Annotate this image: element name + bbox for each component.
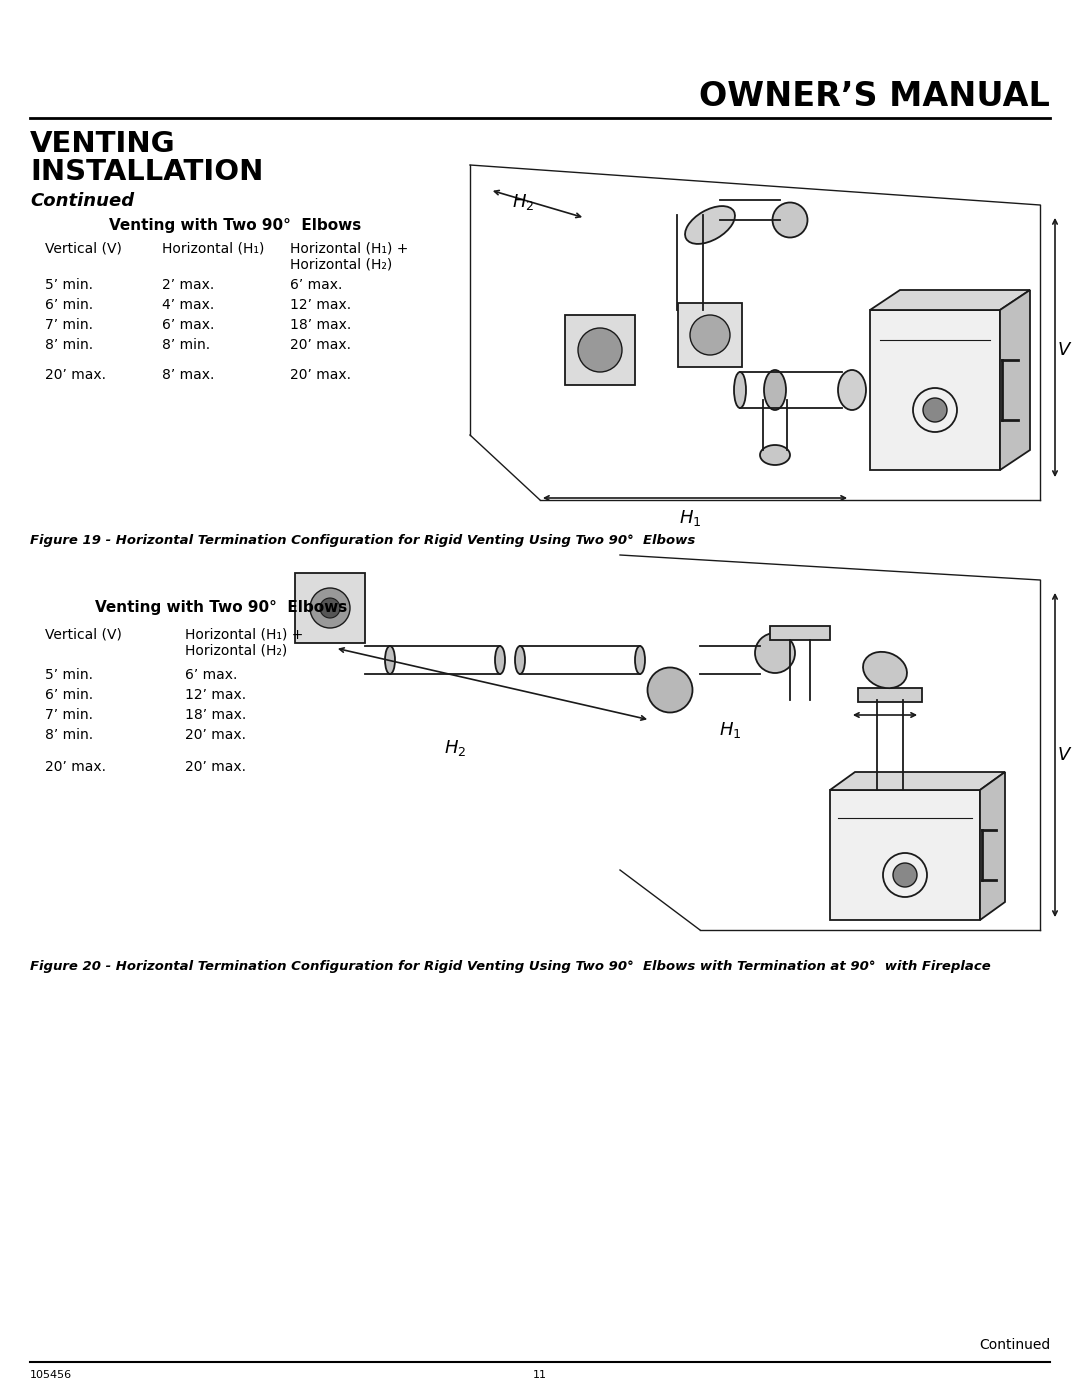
Text: $H_2$: $H_2$ [444, 738, 467, 759]
Ellipse shape [384, 645, 395, 673]
Text: Continued: Continued [978, 1338, 1050, 1352]
Text: 2’ max.: 2’ max. [162, 278, 214, 292]
Circle shape [578, 328, 622, 372]
Text: Venting with Two 90°  Elbows: Venting with Two 90° Elbows [95, 599, 348, 615]
Circle shape [310, 588, 350, 629]
Text: 20’ max.: 20’ max. [45, 760, 106, 774]
Text: 18’ max.: 18’ max. [291, 319, 351, 332]
Text: $H_2$: $H_2$ [512, 191, 535, 212]
Polygon shape [1000, 291, 1030, 469]
Polygon shape [870, 291, 1030, 310]
Ellipse shape [755, 633, 795, 673]
Polygon shape [980, 773, 1005, 921]
Polygon shape [565, 314, 635, 386]
Ellipse shape [838, 370, 866, 409]
Text: Venting with Two 90°  Elbows: Venting with Two 90° Elbows [109, 218, 361, 233]
Text: 7’ min.: 7’ min. [45, 319, 93, 332]
Text: Continued: Continued [30, 191, 134, 210]
Text: 5’ min.: 5’ min. [45, 668, 93, 682]
Polygon shape [858, 687, 922, 703]
Text: 8’ min.: 8’ min. [162, 338, 211, 352]
Text: 105456: 105456 [30, 1370, 72, 1380]
Text: Horizontal (H₁): Horizontal (H₁) [162, 242, 265, 256]
Polygon shape [770, 626, 831, 640]
Text: 18’ max.: 18’ max. [185, 708, 246, 722]
Ellipse shape [685, 207, 735, 244]
Text: 20’ max.: 20’ max. [45, 367, 106, 381]
Text: 6’ max.: 6’ max. [185, 668, 238, 682]
Text: Vertical (V): Vertical (V) [45, 242, 122, 256]
Ellipse shape [760, 446, 789, 465]
Text: 20’ max.: 20’ max. [185, 728, 246, 742]
Polygon shape [831, 789, 980, 921]
Ellipse shape [772, 203, 808, 237]
Text: 11: 11 [534, 1370, 546, 1380]
Circle shape [893, 863, 917, 887]
Text: 6’ min.: 6’ min. [45, 687, 93, 703]
Text: 12’ max.: 12’ max. [291, 298, 351, 312]
Text: Horizontal (H₂): Horizontal (H₂) [185, 643, 287, 657]
Text: 8’ min.: 8’ min. [45, 338, 93, 352]
Text: INSTALLATION: INSTALLATION [30, 158, 264, 186]
Text: Figure 19 - Horizontal Termination Configuration for Rigid Venting Using Two 90°: Figure 19 - Horizontal Termination Confi… [30, 534, 696, 548]
Text: $H_1$: $H_1$ [719, 719, 741, 740]
Text: 20’ max.: 20’ max. [291, 367, 351, 381]
Ellipse shape [515, 645, 525, 673]
Text: 20’ max.: 20’ max. [291, 338, 351, 352]
Circle shape [690, 314, 730, 355]
Text: 7’ min.: 7’ min. [45, 708, 93, 722]
Text: OWNER’S MANUAL: OWNER’S MANUAL [699, 80, 1050, 113]
Ellipse shape [635, 645, 645, 673]
Text: Horizontal (H₁) +: Horizontal (H₁) + [291, 242, 408, 256]
Ellipse shape [648, 668, 692, 712]
Text: 6’ max.: 6’ max. [162, 319, 214, 332]
Text: V: V [1058, 746, 1070, 764]
Polygon shape [678, 303, 742, 367]
Polygon shape [295, 573, 365, 643]
Ellipse shape [734, 372, 746, 408]
Text: 20’ max.: 20’ max. [185, 760, 246, 774]
Text: 5’ min.: 5’ min. [45, 278, 93, 292]
Text: 8’ max.: 8’ max. [162, 367, 214, 381]
Text: $H_1$: $H_1$ [679, 509, 701, 528]
Text: 4’ max.: 4’ max. [162, 298, 214, 312]
Text: 8’ min.: 8’ min. [45, 728, 93, 742]
Text: Horizontal (H₂): Horizontal (H₂) [291, 257, 392, 271]
Text: VENTING: VENTING [30, 130, 176, 158]
Text: 6’ max.: 6’ max. [291, 278, 342, 292]
Text: Vertical (V): Vertical (V) [45, 629, 122, 643]
Polygon shape [831, 773, 1005, 789]
Ellipse shape [863, 652, 907, 689]
Circle shape [923, 398, 947, 422]
Text: 12’ max.: 12’ max. [185, 687, 246, 703]
Text: Horizontal (H₁) +: Horizontal (H₁) + [185, 629, 303, 643]
Circle shape [320, 598, 340, 617]
Text: 6’ min.: 6’ min. [45, 298, 93, 312]
Ellipse shape [495, 645, 505, 673]
Polygon shape [870, 310, 1000, 469]
Text: Figure 20 - Horizontal Termination Configuration for Rigid Venting Using Two 90°: Figure 20 - Horizontal Termination Confi… [30, 960, 990, 972]
Ellipse shape [764, 370, 786, 409]
Text: V: V [1058, 341, 1070, 359]
